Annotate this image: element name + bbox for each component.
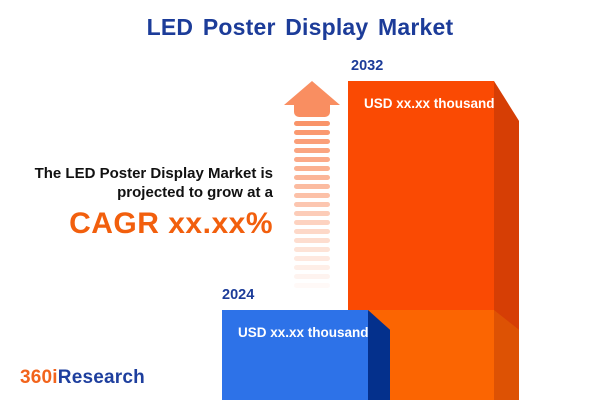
logo-part-research: Research xyxy=(57,367,145,388)
year-label-2024: 2024 xyxy=(222,287,255,303)
tagline: The LED Poster Display Market is project… xyxy=(0,164,273,241)
logo-part-360i: 360i xyxy=(20,367,58,388)
tagline-line1: The LED Poster Display Market is xyxy=(34,165,273,182)
arrow-dash xyxy=(294,220,330,225)
arrow-dash xyxy=(294,265,330,270)
year-label-2032: 2032 xyxy=(351,58,384,74)
arrow-dash xyxy=(294,184,330,189)
arrow-dash xyxy=(294,274,330,279)
arrow-dash xyxy=(294,157,330,162)
arrow-stem xyxy=(294,105,330,117)
bar-2024-value-label: USD xx.xx thousand xyxy=(238,325,369,340)
arrow-dashes xyxy=(284,121,340,288)
arrow-dash xyxy=(294,139,330,144)
logo: 360iResearch xyxy=(20,367,145,389)
arrow-dash xyxy=(294,229,330,234)
arrow-dash xyxy=(294,130,330,135)
arrow-dash xyxy=(294,211,330,216)
arrow-dash xyxy=(294,148,330,153)
arrow-dash xyxy=(294,121,330,126)
arrow-dash xyxy=(294,202,330,207)
bar-2032-value-label: USD xx.xx thousand xyxy=(364,96,495,111)
arrow-dash xyxy=(294,256,330,261)
arrow-dash xyxy=(294,283,330,288)
arrow-dash xyxy=(294,238,330,243)
bar-2024-front: USD xx.xx thousand xyxy=(222,310,369,400)
cagr-value: CAGR xx.xx% xyxy=(69,207,273,240)
arrow-dash xyxy=(294,193,330,198)
arrow-dash xyxy=(294,247,330,252)
bar-2024-side xyxy=(368,310,390,400)
arrow-dash xyxy=(294,166,330,171)
arrow-dash xyxy=(294,175,330,180)
page-title: LED Poster Display Market xyxy=(146,14,454,40)
tagline-line2: projected to grow at a xyxy=(117,184,273,201)
growth-arrow-icon xyxy=(284,81,340,288)
arrow-head xyxy=(284,81,340,105)
